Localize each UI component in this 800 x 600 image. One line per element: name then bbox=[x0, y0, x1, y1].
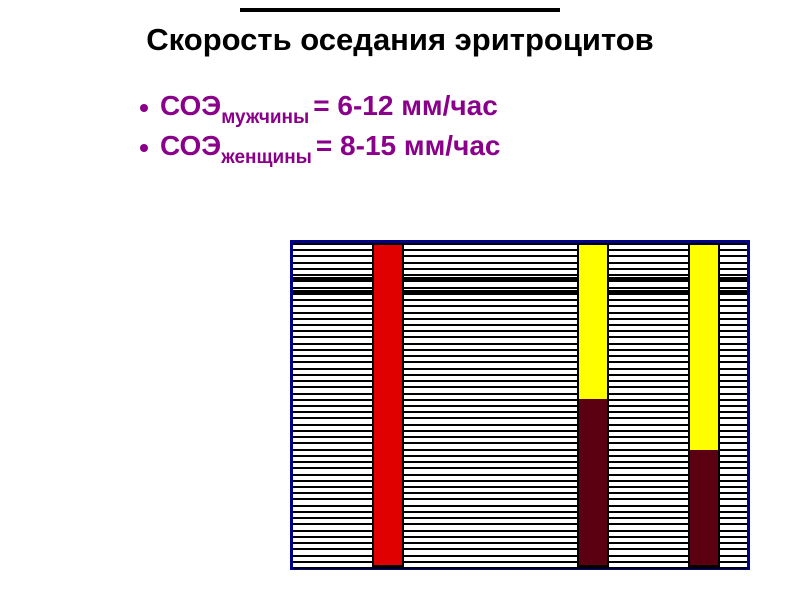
plasma-layer bbox=[579, 245, 607, 399]
esr-chart bbox=[290, 240, 750, 570]
bullet-prefix: СОЭ bbox=[160, 130, 221, 162]
slide: Скорость оседания эритроцитов СОЭмужчины… bbox=[0, 0, 800, 600]
bullet-subscript: женщины bbox=[221, 147, 312, 169]
chart-tubes bbox=[293, 243, 747, 567]
erythrocyte-layer bbox=[374, 245, 402, 565]
bullet-subscript: мужчины bbox=[221, 107, 309, 129]
bullet-dot-icon bbox=[140, 104, 148, 112]
bullet-item: СОЭмужчины = 6-12 мм/час bbox=[140, 90, 500, 122]
erythrocyte-layer bbox=[579, 399, 607, 565]
bullet-item: СОЭженщины = 8-15 мм/час bbox=[140, 130, 500, 162]
bullet-dot-icon bbox=[140, 144, 148, 152]
bullet-text: СОЭмужчины = 6-12 мм/час bbox=[160, 90, 498, 122]
bullet-value: = 8-15 мм/час bbox=[316, 130, 501, 162]
divider-top bbox=[240, 8, 560, 12]
bullet-prefix: СОЭ bbox=[160, 90, 221, 122]
plasma-layer bbox=[690, 245, 718, 450]
erythrocyte-layer bbox=[690, 450, 718, 565]
bullet-list: СОЭмужчины = 6-12 мм/часСОЭженщины = 8-1… bbox=[140, 90, 500, 170]
bullet-text: СОЭженщины = 8-15 мм/час bbox=[160, 130, 500, 162]
gridline bbox=[293, 567, 747, 569]
page-title: Скорость оседания эритроцитов bbox=[0, 22, 800, 58]
tube-2 bbox=[577, 243, 609, 567]
tube-3 bbox=[688, 243, 720, 567]
bullet-value: = 6-12 мм/час bbox=[313, 90, 498, 122]
tube-1 bbox=[372, 243, 404, 567]
